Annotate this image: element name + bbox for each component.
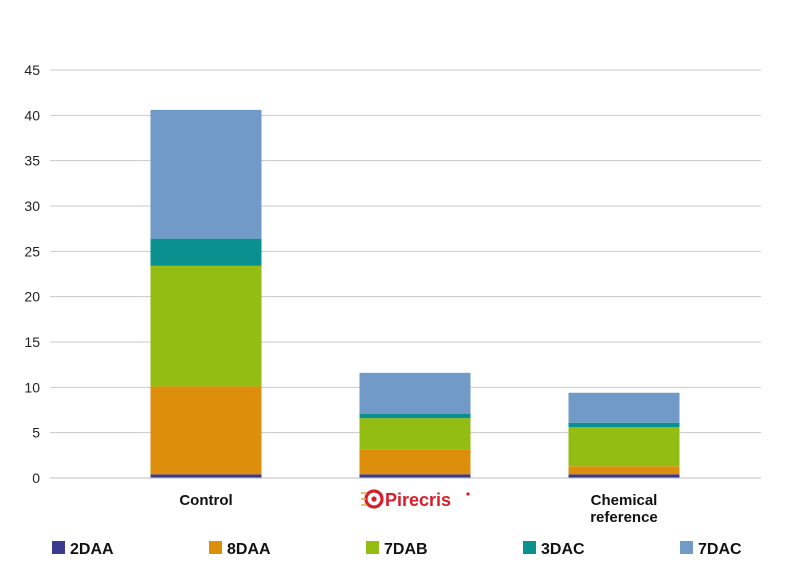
pirecris-logo-text: Pirecris bbox=[385, 490, 451, 510]
legend-label: 2DAA bbox=[70, 541, 114, 558]
legend-item-7dac: 7DAC bbox=[680, 541, 742, 558]
bar-segment-8daa bbox=[568, 466, 680, 475]
bar-segment-7dac bbox=[568, 392, 680, 423]
legend-swatch bbox=[680, 541, 693, 554]
y-tick-label: 20 bbox=[24, 289, 40, 305]
pirecris-logo: Pirecris bbox=[361, 489, 470, 510]
bar-segment-2daa bbox=[150, 474, 262, 478]
legend-label: 3DAC bbox=[541, 541, 585, 558]
x-category-label: Control bbox=[179, 492, 232, 509]
bar-segment-3dac bbox=[150, 238, 262, 266]
bar-segment-2daa bbox=[568, 474, 680, 478]
y-tick-label: 15 bbox=[24, 334, 40, 350]
bar-segment-7dab bbox=[150, 265, 262, 387]
trademark-dot-icon bbox=[466, 492, 470, 496]
x-category-label: reference bbox=[590, 509, 658, 526]
legend-swatch bbox=[523, 541, 536, 554]
y-tick-label: 30 bbox=[24, 198, 40, 214]
bar-segment-7dac bbox=[359, 372, 471, 414]
legend-label: 7DAB bbox=[384, 541, 428, 558]
bar-segment-3dac bbox=[359, 413, 471, 419]
legend: 2DAA 8DAA 7DAB 3DAC 7DAC bbox=[52, 541, 742, 558]
y-tick-label: 40 bbox=[24, 107, 40, 123]
legend-item-3dac: 3DAC bbox=[523, 541, 585, 558]
y-tick-label: 25 bbox=[24, 243, 40, 259]
legend-swatch bbox=[366, 541, 379, 554]
y-tick-label: 0 bbox=[32, 470, 40, 486]
bar-segment-7dab bbox=[359, 418, 471, 450]
legend-swatch bbox=[209, 541, 222, 554]
bar-stacks bbox=[150, 109, 680, 478]
bar-segment-3dac bbox=[568, 422, 680, 428]
bar-segment-7dac bbox=[150, 109, 262, 239]
legend-item-2daa: 2DAA bbox=[52, 541, 114, 558]
y-tick-label: 45 bbox=[24, 62, 40, 78]
legend-label: 7DAC bbox=[698, 541, 742, 558]
legend-swatch bbox=[52, 541, 65, 554]
bar-segment-7dab bbox=[568, 427, 680, 467]
legend-label: 8DAA bbox=[227, 541, 271, 558]
x-category-label: Chemical bbox=[591, 492, 658, 509]
bar-segment-2daa bbox=[359, 474, 471, 478]
legend-item-7dab: 7DAB bbox=[366, 541, 428, 558]
bar-stack bbox=[359, 372, 471, 478]
y-tick-label: 5 bbox=[32, 425, 40, 441]
bar-segment-8daa bbox=[150, 386, 262, 475]
y-tick-label: 10 bbox=[24, 379, 40, 395]
bar-segment-8daa bbox=[359, 449, 471, 475]
legend-item-8daa: 8DAA bbox=[209, 541, 271, 558]
bar-stack bbox=[150, 109, 262, 478]
bar-stack bbox=[568, 392, 680, 478]
y-tick-label: 35 bbox=[24, 153, 40, 169]
y-axis-tick-labels: 0 5 10 15 20 25 30 35 40 45 bbox=[24, 62, 40, 486]
target-dot-icon bbox=[371, 496, 377, 502]
